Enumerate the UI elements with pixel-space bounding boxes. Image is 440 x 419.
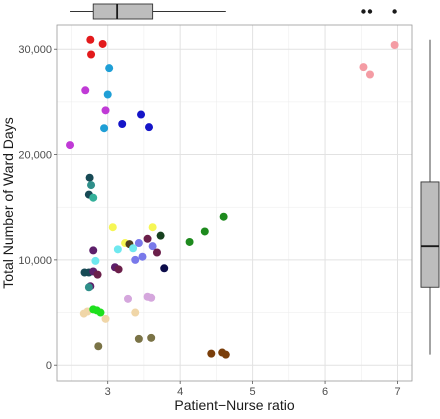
data-point xyxy=(143,234,152,243)
data-point xyxy=(148,223,157,232)
x-marginal-boxplot xyxy=(70,3,397,20)
data-point xyxy=(207,349,216,358)
y-axis: 0 10,000 20,000 30,000 xyxy=(18,44,57,372)
data-points xyxy=(66,35,399,359)
y-axis-label: Total Number of Ward Days xyxy=(0,117,16,288)
data-point xyxy=(114,265,123,274)
data-point xyxy=(148,242,157,251)
data-point xyxy=(160,264,169,273)
data-point xyxy=(147,293,156,302)
data-point xyxy=(134,239,143,248)
x-tick-label: 7 xyxy=(394,386,400,398)
data-point xyxy=(365,70,374,79)
data-point xyxy=(137,110,146,119)
data-point xyxy=(118,120,127,129)
grid-lines xyxy=(57,25,412,381)
data-point xyxy=(96,308,105,317)
x-axis-label: Patient−Nurse ratio xyxy=(174,397,294,413)
data-point xyxy=(359,63,368,72)
box xyxy=(420,181,440,288)
data-point xyxy=(147,333,156,342)
data-point xyxy=(103,90,112,99)
x-tick-label: 4 xyxy=(177,386,183,398)
plot-panel xyxy=(56,24,413,382)
data-point xyxy=(94,342,103,351)
outlier-point xyxy=(392,9,397,14)
data-point xyxy=(219,212,228,221)
y-tick-label: 10,000 xyxy=(18,255,52,267)
data-point xyxy=(101,314,110,323)
data-point xyxy=(129,244,138,253)
outlier-point xyxy=(361,9,366,14)
y-marginal-boxplot xyxy=(420,39,440,355)
panel-border xyxy=(56,24,413,382)
data-point xyxy=(108,223,117,232)
data-point xyxy=(105,64,114,73)
y-tick-label: 0 xyxy=(46,360,52,372)
panel-background xyxy=(57,25,412,381)
data-point xyxy=(134,334,143,343)
data-point xyxy=(84,283,93,292)
data-point xyxy=(86,35,95,44)
data-point xyxy=(101,106,110,115)
data-point xyxy=(89,246,98,255)
y-tick-label: 30,000 xyxy=(18,44,52,56)
y-tick-label: 20,000 xyxy=(18,150,52,162)
x-tick-label: 5 xyxy=(250,386,256,398)
data-point xyxy=(152,248,161,257)
outlier-point xyxy=(367,9,373,14)
data-point xyxy=(89,193,98,202)
data-point xyxy=(145,123,154,132)
data-point xyxy=(200,227,209,236)
data-point xyxy=(98,39,107,48)
data-point xyxy=(124,294,132,303)
data-point xyxy=(87,181,96,190)
data-point xyxy=(85,173,94,182)
data-point xyxy=(81,86,90,95)
data-point xyxy=(66,141,75,150)
data-point xyxy=(131,255,140,264)
data-point xyxy=(131,308,140,317)
data-point xyxy=(390,41,399,50)
x-axis: 3 4 5 6 7 xyxy=(105,381,401,398)
data-point xyxy=(138,252,147,261)
data-point xyxy=(87,50,96,59)
data-point xyxy=(93,270,102,279)
data-point xyxy=(79,309,88,318)
x-tick-label: 6 xyxy=(322,386,328,398)
data-point xyxy=(91,256,100,265)
data-point xyxy=(100,124,109,133)
box xyxy=(92,3,154,20)
data-point xyxy=(221,350,230,359)
data-point xyxy=(185,237,194,246)
data-point xyxy=(113,245,122,254)
x-tick-label: 3 xyxy=(105,386,111,398)
data-point xyxy=(156,231,165,240)
